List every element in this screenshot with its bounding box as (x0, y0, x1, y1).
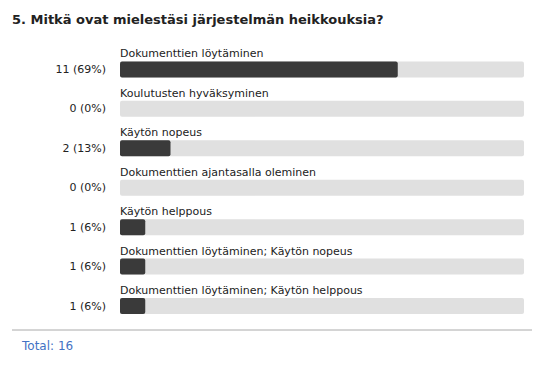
bar (120, 61, 398, 77)
bar (120, 219, 145, 235)
value-label: 0 (0%) (69, 181, 106, 194)
value-label: 11 (69%) (55, 63, 106, 76)
separator (12, 330, 532, 331)
category-label: Dokumenttien ajantasalla oleminen (120, 166, 316, 179)
bar-track (120, 101, 524, 117)
category-label: Dokumenttien löytäminen; Käytön nopeus (120, 245, 353, 258)
bar (120, 101, 121, 117)
title: 5. Mitkä ovat mielestäsi järjestelmän he… (12, 12, 384, 27)
bar-track (120, 219, 524, 235)
category-label: Koulutusten hyväksyminen (120, 87, 269, 100)
category-label: Käytön nopeus (120, 126, 202, 139)
bar-track (120, 259, 524, 275)
category-label: Dokumenttien löytäminen (120, 47, 263, 60)
bar (120, 180, 121, 196)
bar (120, 298, 145, 314)
bar (120, 140, 171, 156)
chart-container: 5. Mitkä ovat mielestäsi järjestelmän he… (0, 0, 544, 365)
chart: 5. Mitkä ovat mielestäsi järjestelmän he… (0, 0, 544, 365)
bar (120, 259, 145, 275)
category-label: Käytön helppous (120, 205, 212, 218)
annotation: Total: 16 (21, 339, 73, 353)
bar-track (120, 298, 524, 314)
bar-track (120, 180, 524, 196)
bar-track (120, 140, 524, 156)
value-label: 1 (6%) (69, 260, 106, 273)
value-label: 2 (13%) (62, 142, 106, 155)
value-label: 0 (0%) (69, 102, 106, 115)
value-label: 1 (6%) (69, 300, 106, 313)
labels: Dokumenttien löytäminen 11 (69%) Koulutust… (55, 47, 362, 312)
category-label: Dokumenttien löytäminen; Käytön helppous (120, 284, 363, 297)
value-label: 1 (6%) (69, 221, 106, 234)
bar-track (120, 61, 524, 77)
bars (120, 61, 524, 314)
